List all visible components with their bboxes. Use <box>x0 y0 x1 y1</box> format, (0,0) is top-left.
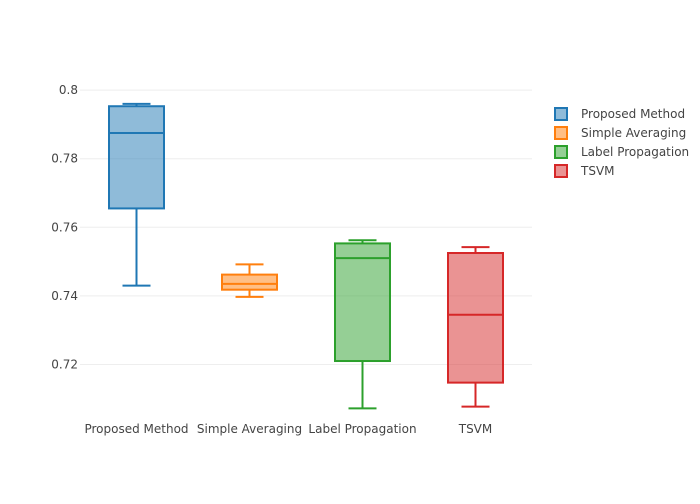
y-axis-tick-labels: 0.72 0.74 0.76 0.78 0.8 <box>51 83 78 371</box>
x-tick-label: Proposed Method <box>84 422 188 436</box>
legend[interactable]: Proposed Method Simple Averaging Label Pro… <box>554 107 689 178</box>
legend-swatch <box>554 126 568 140</box>
legend-swatch <box>554 164 568 178</box>
legend-label: TSVM <box>580 164 615 178</box>
box-simple-averaging[interactable] <box>221 263 278 298</box>
iqr-box <box>334 242 391 363</box>
plot-area <box>108 102 504 410</box>
box-tsvm[interactable] <box>447 246 504 408</box>
legend-swatch <box>554 107 568 121</box>
legend-item-tsvm[interactable]: TSVM <box>554 164 615 178</box>
y-tick-label: 0.74 <box>51 289 78 303</box>
box-label-propagation[interactable] <box>334 239 391 410</box>
iqr-box <box>221 273 278 291</box>
legend-item-label-propagation[interactable]: Label Propagation <box>554 145 689 159</box>
legend-label: Label Propagation <box>581 145 689 159</box>
legend-label: Proposed Method <box>581 107 685 121</box>
x-tick-label: TSVM <box>458 422 493 436</box>
x-axis-tick-labels: Proposed Method Simple Averaging Label Pro… <box>84 422 492 436</box>
y-tick-label: 0.76 <box>51 220 78 234</box>
y-tick-label: 0.8 <box>59 83 78 97</box>
legend-swatch <box>554 145 568 159</box>
legend-item-proposed-method[interactable]: Proposed Method <box>554 107 685 121</box>
legend-label: Simple Averaging <box>581 126 686 140</box>
x-tick-label: Simple Averaging <box>197 422 302 436</box>
legend-item-simple-averaging[interactable]: Simple Averaging <box>554 126 686 140</box>
x-tick-label: Label Propagation <box>308 422 416 436</box>
y-tick-label: 0.72 <box>51 357 78 371</box>
box-proposed-method[interactable] <box>108 102 165 287</box>
iqr-box <box>447 252 504 384</box>
iqr-box <box>108 105 165 210</box>
y-tick-label: 0.78 <box>51 152 78 166</box>
